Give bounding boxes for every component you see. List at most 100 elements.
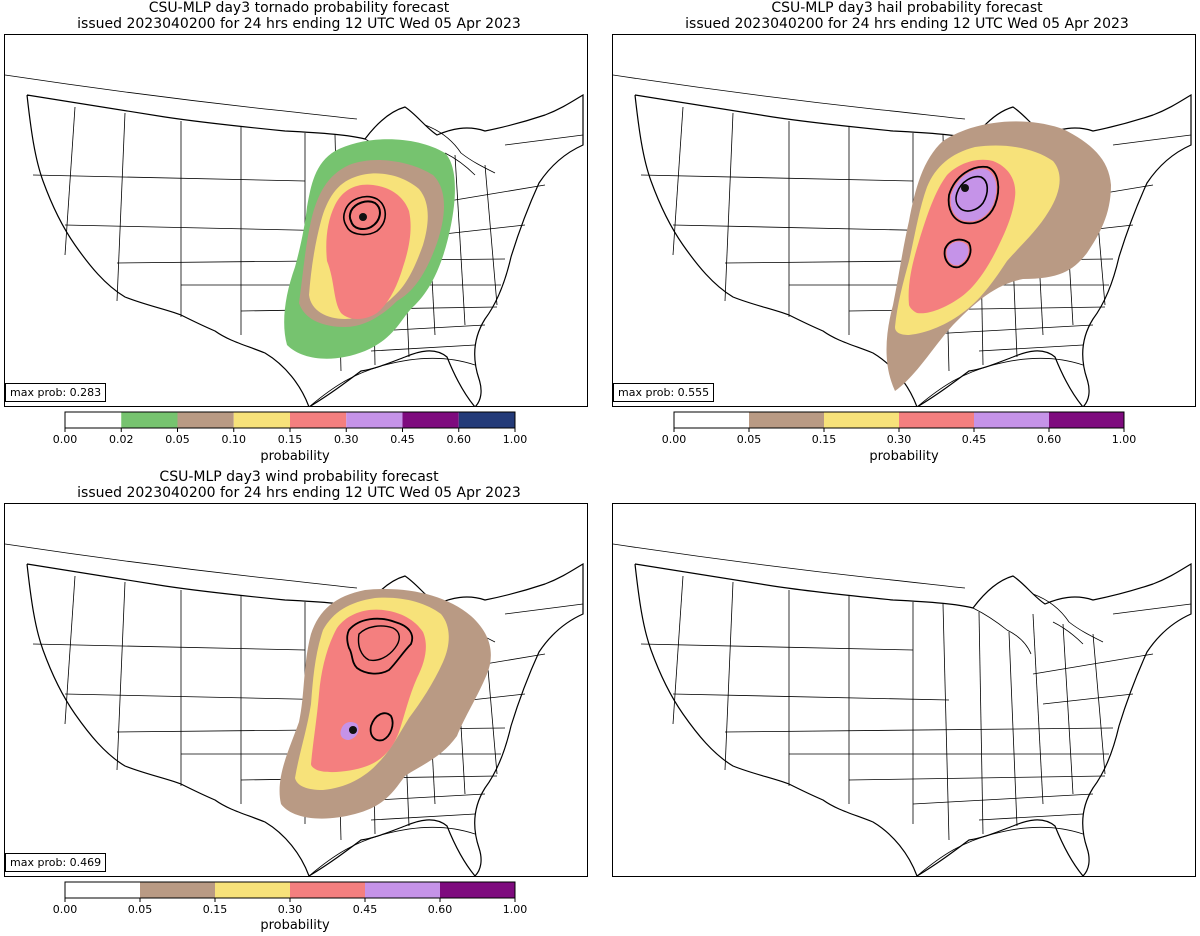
- state-boundary: [308, 826, 476, 876]
- colorbar-tick-label: 0.15: [203, 903, 228, 916]
- colorbar-swatch: [749, 412, 824, 428]
- colorbar-tick-label: 0.60: [447, 433, 472, 446]
- state-boundary: [116, 112, 126, 302]
- colorbar-tick-label: 0.30: [334, 433, 359, 446]
- state-boundary: [1112, 603, 1192, 615]
- country-outline: [26, 93, 584, 406]
- state-boundary: [978, 611, 984, 835]
- tornado-probability-field: [284, 139, 455, 359]
- hail-contour-045-north: [955, 175, 989, 212]
- colorbar-tick-label: 0.02: [109, 433, 134, 446]
- state-boundary: [64, 224, 342, 232]
- state-boundary: [916, 826, 1084, 876]
- state-boundary: [64, 693, 342, 701]
- colorbar-swatch: [177, 412, 234, 428]
- hail-map: max prob: 0.555: [612, 34, 1196, 407]
- colorbar-swatch: [65, 412, 122, 428]
- country-outline: [634, 562, 1192, 876]
- wind-band-030: [311, 609, 426, 773]
- wind-contour-045-north: [357, 625, 400, 662]
- hail-probability-field: [886, 121, 1111, 392]
- state-boundary: [1032, 653, 1154, 675]
- state-boundary: [1092, 633, 1106, 775]
- hail-max-dot: [961, 184, 969, 192]
- wind-colorbar-label: probability: [260, 918, 330, 933]
- colorbar-tick-label: 0.00: [53, 903, 78, 916]
- empty-map: [612, 503, 1196, 877]
- state-boundary: [640, 174, 914, 182]
- wind-probability-field: [279, 589, 491, 819]
- wind-contour-030-south: [369, 712, 394, 742]
- state-boundary: [504, 134, 584, 146]
- wind-title-line1: CSU-MLP day3 wind probability forecast: [159, 469, 439, 485]
- state-boundary: [1052, 621, 1084, 645]
- wind-contour-030-north: [346, 617, 414, 675]
- state-boundary: [972, 607, 1032, 655]
- colorbar-tick-label: 0.60: [428, 903, 453, 916]
- wind-title-line2: issued 2023040200 for 24 hrs ending 12 U…: [77, 485, 521, 501]
- state-boundary: [32, 174, 306, 182]
- state-boundary: [484, 164, 498, 306]
- hail-title-line2: issued 2023040200 for 24 hrs ending 12 U…: [685, 16, 1129, 32]
- colorbar-swatch: [365, 882, 440, 898]
- wind-max-prob-box: max prob: 0.469: [5, 853, 107, 872]
- hail-contour-030-north: [947, 165, 1000, 225]
- hail-band-045-north: [950, 168, 997, 222]
- colorbar-swatch: [65, 882, 140, 898]
- hail-basemap: [613, 74, 1192, 406]
- colorbar-swatch: [290, 882, 365, 898]
- state-boundary: [64, 106, 76, 256]
- colorbar-tick-label: 0.15: [278, 433, 303, 446]
- state-boundary: [370, 344, 476, 352]
- hail-contour-030-south: [943, 238, 972, 269]
- tornado-map: max prob: 0.283: [4, 34, 588, 407]
- colorbar-tick-label: 0.30: [887, 433, 912, 446]
- state-boundary: [640, 643, 914, 651]
- state-boundary: [454, 154, 466, 326]
- colorbar-swatch: [215, 882, 290, 898]
- colorbar-tick-label: 1.00: [503, 433, 528, 446]
- tornado-title: CSU-MLP day3 tornado probability forecas…: [4, 0, 594, 32]
- tornado-contour-010: [342, 195, 387, 236]
- colorbar-tick-label: 1.00: [503, 903, 528, 916]
- state-boundary: [1032, 613, 1044, 805]
- colorbar-tick-label: 0.05: [737, 433, 762, 446]
- colorbar-swatch: [458, 412, 515, 428]
- colorbar-tick-label: 0.05: [165, 433, 190, 446]
- state-boundary: [613, 543, 966, 589]
- state-boundary: [672, 224, 950, 232]
- hail-colorbar: 0.00 0.05 0.15 0.30 0.45 0.60 1.00: [662, 411, 1136, 446]
- colorbar-tick-label: 0.45: [962, 433, 987, 446]
- state-boundary: [978, 813, 1084, 821]
- state-boundary: [1062, 623, 1074, 795]
- state-boundary: [1032, 593, 1104, 643]
- colorbar-tick-label: 0.00: [53, 433, 78, 446]
- colorbar-swatch: [121, 412, 178, 428]
- tornado-contour-015: [348, 200, 381, 230]
- colorbar-tick-label: 0.05: [128, 903, 153, 916]
- country-outline: [26, 562, 584, 876]
- state-boundary: [444, 152, 476, 176]
- state-boundary: [116, 581, 126, 771]
- state-boundary: [424, 124, 496, 174]
- tornado-max-prob-box: max prob: 0.283: [5, 383, 107, 402]
- wind-colorbar: 0.00 0.05 0.15 0.30 0.45 0.60 1.00: [53, 881, 528, 916]
- state-boundary: [917, 357, 1084, 406]
- colorbar-tick-label: 0.00: [662, 433, 687, 446]
- colorbar-tick-label: 0.45: [390, 433, 415, 446]
- state-boundary: [724, 727, 1114, 733]
- hail-max-prob-box: max prob: 0.555: [613, 383, 715, 402]
- wind-title: CSU-MLP day3 wind probability forecast i…: [4, 469, 594, 501]
- colorbar-tick-label: 0.30: [278, 903, 303, 916]
- tornado-band-015: [326, 184, 411, 319]
- wind-map: max prob: 0.469: [4, 503, 588, 877]
- hail-colorbar-label: probability: [869, 449, 939, 464]
- colorbar-swatch: [674, 412, 749, 428]
- wind-max-dot: [349, 726, 357, 734]
- colorbar-swatch: [233, 412, 290, 428]
- colorbar-swatch: [290, 412, 347, 428]
- state-boundary: [672, 106, 684, 256]
- colorbar-swatch: [346, 412, 403, 428]
- tornado-colorbar-label: probability: [260, 449, 330, 464]
- state-boundary: [5, 74, 358, 120]
